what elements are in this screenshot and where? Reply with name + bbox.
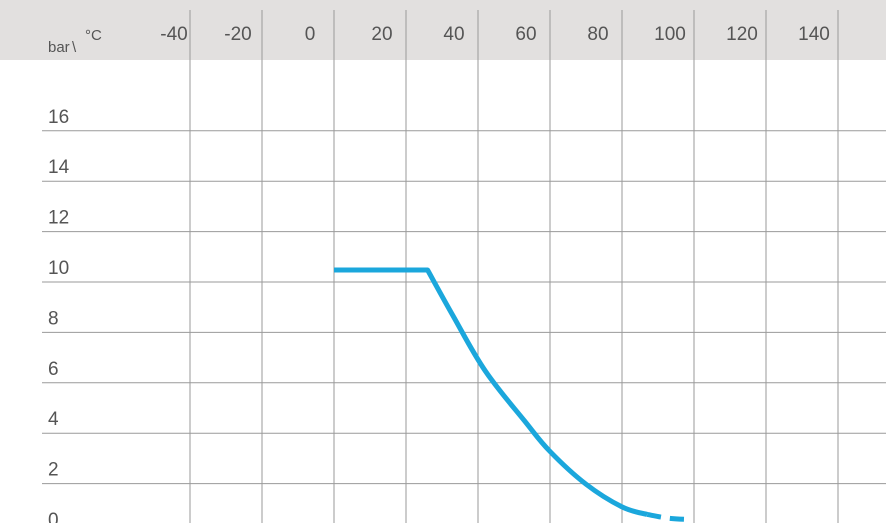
y-tick-label: 12 [48, 208, 69, 229]
x-tick-label: 120 [726, 24, 758, 45]
x-tick-label: 100 [654, 24, 686, 45]
series-line-solid [334, 267, 648, 517]
y-unit-label: bar [48, 39, 70, 56]
x-tick-label: 60 [515, 24, 536, 45]
x-tick-label: 40 [443, 24, 464, 45]
y-tick-label: 4 [48, 409, 59, 430]
y-tick-label: 0 [48, 510, 59, 523]
x-unit-label: °C [85, 27, 102, 44]
series-line-dashed [646, 511, 691, 522]
y-tick-label: 16 [48, 107, 69, 128]
y-tick-label: 2 [48, 460, 59, 481]
y-tick-label: 14 [48, 157, 70, 178]
series-layer [334, 267, 691, 522]
x-tick-label: -20 [224, 24, 251, 45]
grid-layer [42, 10, 886, 523]
x-tick-label: 20 [371, 24, 392, 45]
header-band [0, 0, 886, 60]
x-tick-label: 140 [798, 24, 830, 45]
x-tick-label: 0 [305, 24, 316, 45]
corner-unit-label: bar \ °C [48, 27, 102, 56]
y-tick-label: 6 [48, 359, 59, 380]
unit-separator: \ [72, 39, 77, 56]
x-tick-label: -40 [160, 24, 187, 45]
y-tick-label: 8 [48, 308, 59, 329]
x-tick-label: 80 [587, 24, 608, 45]
y-tick-label: 10 [48, 258, 69, 279]
